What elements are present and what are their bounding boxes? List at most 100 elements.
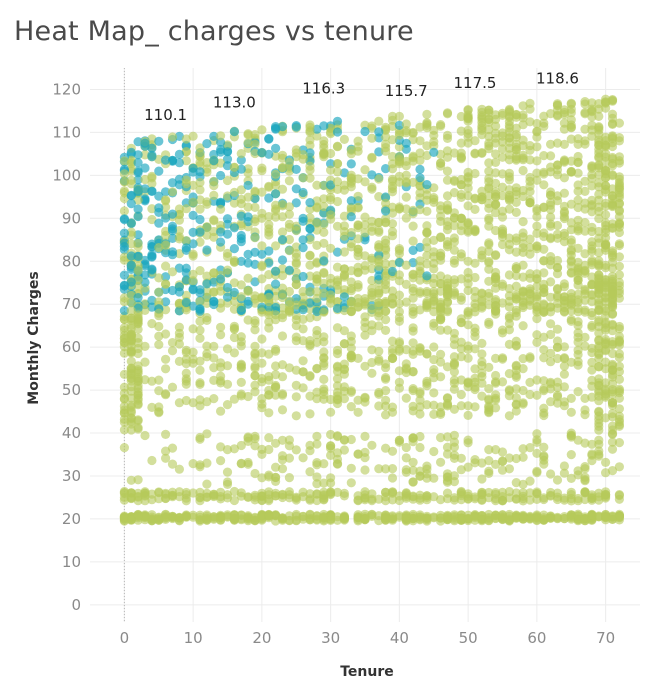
data-point <box>319 307 329 317</box>
data-point <box>436 216 446 226</box>
data-point <box>614 281 625 291</box>
data-point <box>181 305 191 315</box>
data-point <box>580 286 590 296</box>
data-point <box>154 203 164 213</box>
data-point <box>387 259 398 269</box>
data-point <box>367 275 377 286</box>
data-point <box>126 329 136 339</box>
data-point <box>532 307 542 317</box>
data-point <box>532 337 542 347</box>
data-point <box>298 453 308 463</box>
data-point <box>126 364 136 374</box>
data-point <box>353 220 363 230</box>
data-point <box>305 371 315 381</box>
data-point <box>497 377 508 387</box>
data-point <box>250 468 260 479</box>
data-points <box>119 94 625 526</box>
data-point <box>312 293 322 303</box>
data-point <box>532 314 542 324</box>
data-point <box>360 177 370 187</box>
data-point <box>511 406 521 416</box>
data-point <box>539 513 549 523</box>
data-point <box>319 219 329 230</box>
data-point <box>566 115 576 125</box>
data-point <box>449 288 459 298</box>
data-point <box>525 300 535 310</box>
data-point <box>133 348 143 359</box>
data-point <box>202 286 212 296</box>
data-point <box>408 477 418 487</box>
data-point <box>346 227 356 238</box>
data-point <box>607 170 618 180</box>
data-point <box>374 321 384 331</box>
data-point <box>195 460 205 470</box>
data-point <box>449 367 459 377</box>
max-value-label: 118.6 <box>536 69 579 87</box>
data-point <box>195 237 205 247</box>
data-point <box>497 152 508 162</box>
data-point <box>216 131 226 141</box>
data-point <box>463 201 473 211</box>
data-point <box>511 207 521 217</box>
data-point <box>422 298 432 308</box>
data-point <box>126 348 136 358</box>
data-point <box>319 278 329 288</box>
data-point <box>387 293 398 303</box>
data-point <box>532 437 542 447</box>
data-point <box>332 431 343 442</box>
data-point <box>449 471 459 481</box>
data-point <box>614 205 625 215</box>
data-point <box>264 230 274 240</box>
data-point <box>607 132 618 142</box>
data-point <box>284 246 294 256</box>
data-point <box>539 111 549 121</box>
data-point <box>497 144 508 154</box>
data-point <box>243 192 253 202</box>
data-point <box>229 187 239 197</box>
data-point <box>566 393 576 403</box>
data-point <box>559 401 570 411</box>
data-point <box>202 139 212 149</box>
data-point <box>250 186 260 196</box>
data-point <box>594 511 604 521</box>
data-point <box>491 390 501 400</box>
data-point <box>456 390 466 400</box>
data-point <box>566 134 576 144</box>
data-point <box>140 270 150 280</box>
data-point <box>319 358 329 368</box>
data-point <box>236 510 246 520</box>
data-point <box>277 163 288 173</box>
data-point <box>161 187 171 197</box>
data-point <box>559 513 570 524</box>
data-point <box>477 357 487 367</box>
data-point <box>167 267 178 277</box>
data-point <box>449 340 459 350</box>
data-point <box>222 229 233 239</box>
data-point <box>243 168 253 178</box>
data-point <box>497 512 508 522</box>
data-point <box>518 217 528 227</box>
data-point <box>552 165 563 175</box>
data-point <box>339 394 349 404</box>
data-point <box>243 299 253 309</box>
data-point <box>470 344 480 354</box>
data-point <box>463 285 473 296</box>
data-point <box>126 313 136 323</box>
data-point <box>470 272 480 283</box>
data-point <box>312 337 322 347</box>
data-point <box>470 193 480 203</box>
data-point <box>367 357 377 368</box>
data-point <box>339 134 349 144</box>
data-point <box>147 178 157 189</box>
data-point <box>181 263 191 273</box>
data-point <box>415 288 425 298</box>
data-point <box>305 204 315 214</box>
data-point <box>552 269 563 279</box>
data-point <box>360 514 370 524</box>
data-point <box>463 401 473 411</box>
data-point <box>422 227 432 238</box>
data-point <box>257 307 267 317</box>
data-point <box>374 346 384 356</box>
data-point <box>271 143 281 153</box>
data-point <box>229 394 239 404</box>
